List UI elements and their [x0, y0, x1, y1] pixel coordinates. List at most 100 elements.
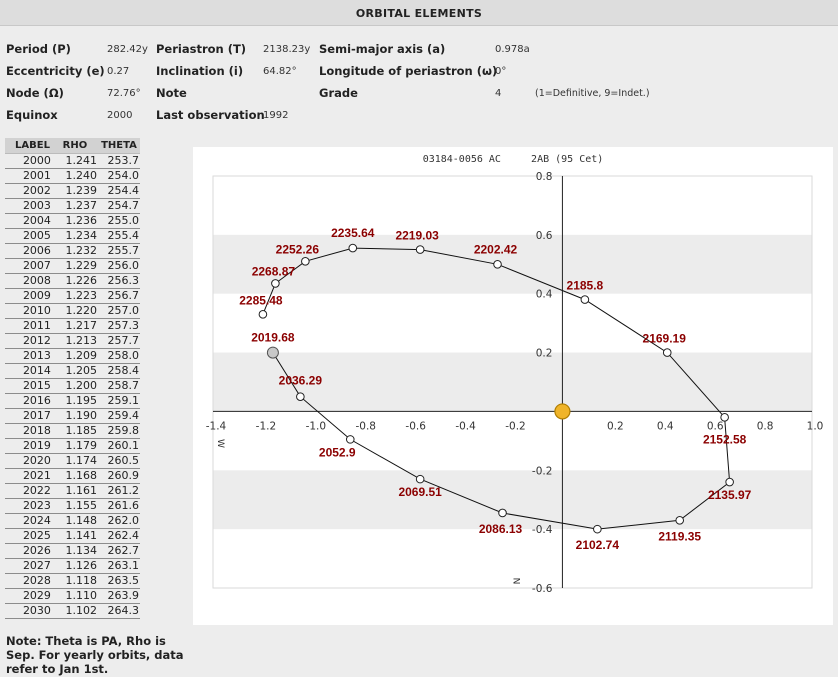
row-label: 2016 [5, 393, 52, 409]
start-position-marker [266, 346, 279, 359]
grade-value: 4 [495, 88, 502, 99]
row-rho: 1.134 [51, 543, 98, 559]
row-rho: 1.118 [51, 573, 98, 589]
orbit-point [415, 474, 425, 484]
plot-axes [213, 176, 812, 588]
orbit-date-label: 2202.42 [474, 242, 518, 256]
row-theta: 255.7 [97, 243, 140, 259]
row-theta: 258.4 [97, 363, 140, 379]
table-row: 2015 1.200 258.7 [5, 378, 140, 394]
x-tick-label: 0.4 [657, 420, 674, 432]
table-row: 2030 1.102 264.3 [5, 603, 140, 619]
tick-labels: -1.4 -1.2 -1.0 -0.8 -0.6 -0.4 -0.2 0.2 0.4 0.6 0.8… [206, 171, 824, 595]
row-label: 2008 [5, 273, 52, 289]
column-header-rho: RHO [51, 138, 98, 154]
table-row: 2009 1.223 256.7 [5, 288, 140, 304]
x-tick-label: -0.8 [356, 420, 377, 432]
row-theta: 257.0 [97, 303, 140, 319]
orbit-labels: 2019.68 2036.29 2052.9 2069.51 2086.13 2102.7… [239, 226, 751, 552]
orbit-date-label: 2069.51 [398, 485, 442, 499]
row-theta: 253.7 [97, 153, 140, 169]
row-theta: 257.7 [97, 333, 140, 349]
plot-band-2 [213, 470, 812, 530]
orbit-point [593, 524, 602, 534]
row-label: 2010 [5, 303, 52, 319]
table-row: 2000 1.241 253.7 [5, 153, 140, 169]
periastron-label: Periastron (T) [156, 42, 247, 56]
row-label: 2000 [5, 153, 52, 169]
orbit-point [301, 257, 310, 266]
table-row: 2018 1.185 259.8 [5, 423, 140, 439]
y-tick-label: 0.2 [536, 348, 553, 360]
table-row: 2006 1.232 255.7 [5, 243, 140, 259]
orbit-date-label: 2252.26 [276, 242, 320, 256]
row-theta: 263.1 [97, 558, 140, 574]
orbit-date-label: 2235.64 [331, 226, 375, 240]
row-rho: 1.239 [51, 183, 98, 199]
note-label: Note [156, 86, 187, 100]
last-observation-label: Last observation [156, 108, 265, 122]
x-tick-label: 0.8 [757, 420, 774, 432]
row-label: 2023 [5, 498, 52, 514]
row-theta: 263.9 [97, 588, 140, 604]
row-theta: 260.9 [97, 468, 140, 484]
y-tick-label: -0.4 [532, 524, 553, 536]
orbit-date-label: 2285.48 [239, 293, 283, 307]
row-label: 2007 [5, 258, 52, 274]
orbit-points [258, 243, 734, 534]
row-label: 2009 [5, 288, 52, 304]
table-row: 2008 1.226 256.3 [5, 273, 140, 289]
orbit-date-label: 2169.19 [643, 332, 687, 346]
row-rho: 1.241 [51, 153, 98, 169]
row-rho: 1.155 [51, 498, 98, 514]
row-rho: 1.110 [51, 588, 98, 604]
row-rho: 1.237 [51, 198, 98, 214]
orbit-date-label: 2268.87 [252, 264, 296, 278]
node-value: 72.76° [107, 88, 141, 99]
row-rho: 1.168 [51, 468, 98, 484]
row-rho: 1.141 [51, 528, 98, 544]
row-rho: 1.200 [51, 378, 98, 394]
row-label: 2015 [5, 378, 52, 394]
semi-major-axis-value: 0.978a [495, 44, 530, 55]
row-rho: 1.161 [51, 483, 98, 499]
theta-rho-note: Note: Theta is PA, Rho is Sep. For yearl… [6, 634, 184, 676]
orbit-point [675, 516, 685, 525]
x-tick-label: 0.2 [607, 420, 624, 432]
row-rho: 1.179 [51, 438, 98, 454]
table-row: 2011 1.217 257.3 [5, 318, 140, 334]
orbit-point [296, 392, 305, 402]
table-row: 2010 1.220 257.0 [5, 303, 140, 319]
row-theta: 259.8 [97, 423, 140, 439]
orbit-date-label: 2102.74 [576, 538, 620, 552]
row-label: 2030 [5, 603, 52, 619]
x-tick-label: -1.0 [306, 420, 327, 432]
table-row: 2020 1.174 260.5 [5, 453, 140, 469]
row-theta: 259.4 [97, 408, 140, 424]
ephemeris-body: 2000 1.241 253.7 2001 1.240 254.0 2002 1.239 254… [5, 153, 140, 619]
plot-band-1 [213, 352, 812, 412]
table-row: 2027 1.126 263.1 [5, 558, 140, 574]
orbit-plot: -1.4 -1.2 -1.0 -0.8 -0.6 -0.4 -0.2 0.2 0.4 0.6 0.8… [206, 154, 824, 595]
inclination-value: 64.82° [263, 66, 297, 77]
y-tick-label: -0.6 [532, 583, 553, 595]
row-rho: 1.195 [51, 393, 98, 409]
x-tick-label: -0.4 [455, 420, 476, 432]
orbit-point [415, 245, 425, 254]
primary-star-marker [554, 403, 571, 420]
table-row: 2004 1.236 255.0 [5, 213, 140, 229]
row-theta: 262.0 [97, 513, 140, 529]
x-tick-label: -1.2 [256, 420, 277, 432]
orbit-date-label: 2036.29 [279, 374, 323, 388]
column-header-label: LABEL [5, 138, 52, 154]
row-theta: 258.7 [97, 378, 140, 394]
row-rho: 1.232 [51, 243, 98, 259]
table-row: 2007 1.229 256.0 [5, 258, 140, 274]
table-row: 2002 1.239 254.4 [5, 183, 140, 199]
row-theta: 260.5 [97, 453, 140, 469]
row-label: 2027 [5, 558, 52, 574]
table-row: 2001 1.240 254.0 [5, 168, 140, 184]
row-rho: 1.174 [51, 453, 98, 469]
table-row: 2024 1.148 262.0 [5, 513, 140, 529]
row-rho: 1.234 [51, 228, 98, 244]
